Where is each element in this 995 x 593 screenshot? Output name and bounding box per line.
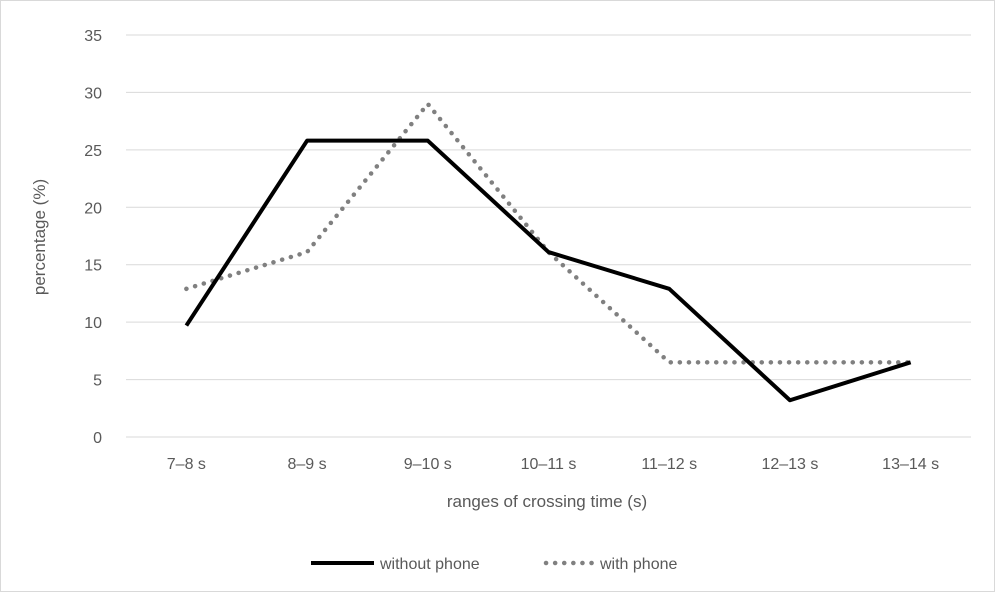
gridlines — [126, 35, 971, 437]
x-tick-label: 10–11 s — [521, 456, 577, 473]
y-tick-label: 25 — [84, 143, 102, 160]
x-tick-label: 7–8 s — [167, 456, 206, 473]
y-tick-label: 15 — [84, 258, 102, 275]
x-axis-tick-labels: 7–8 s 8–9 s 9–10 s 10–11 s 11–12 s 12–13 s 13–… — [167, 456, 939, 473]
y-tick-label: 20 — [84, 200, 102, 217]
legend-label: with phone — [599, 556, 677, 573]
x-axis-title: ranges of crossing time (s) — [447, 492, 647, 511]
y-tick-label: 10 — [84, 315, 102, 332]
series-lines — [186, 104, 910, 400]
series-with-phone-line — [186, 104, 910, 362]
y-tick-label: 35 — [84, 28, 102, 45]
x-tick-label: 8–9 s — [288, 456, 327, 473]
x-tick-label: 11–12 s — [641, 456, 697, 473]
x-tick-label: 9–10 s — [404, 456, 452, 473]
y-tick-label: 30 — [84, 85, 102, 102]
legend-label: without phone — [379, 556, 480, 573]
x-tick-label: 12–13 s — [761, 456, 818, 473]
y-axis-title: percentage (%) — [30, 179, 49, 295]
legend: without phone with phone — [311, 556, 677, 573]
series-without-phone-line — [186, 141, 910, 401]
y-axis-tick-labels: 0 5 10 15 20 25 30 35 — [84, 28, 102, 447]
x-tick-label: 13–14 s — [882, 456, 939, 473]
y-tick-label: 5 — [93, 373, 102, 390]
y-tick-label: 0 — [93, 430, 102, 447]
